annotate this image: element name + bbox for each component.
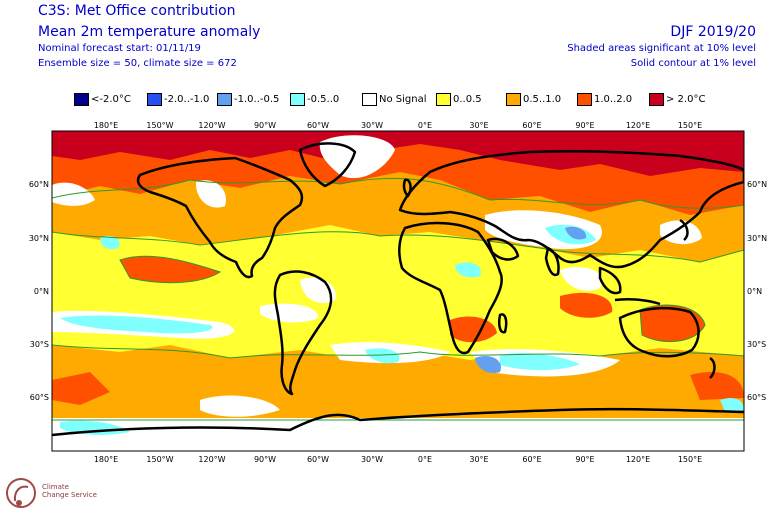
- season-period-label: DJF 2019/20: [670, 24, 756, 40]
- lon-label: 120°W: [198, 455, 225, 464]
- legend-label: No Signal: [379, 94, 427, 105]
- legend-item: -1.0..-0.5: [217, 92, 279, 107]
- legend-item: 0..0.5: [436, 92, 482, 107]
- climate-logo-icon: [6, 478, 36, 508]
- legend-label: -0.5..0: [307, 94, 340, 105]
- lat-label: 30°N: [29, 234, 49, 243]
- lon-label: 150°W: [146, 121, 173, 130]
- lon-label: 120°E: [626, 121, 650, 130]
- lat-label: 60°S: [30, 393, 49, 402]
- lat-label: 30°S: [30, 340, 49, 349]
- lat-label: 60°N: [747, 180, 767, 189]
- legend-swatch: [362, 93, 377, 106]
- legend-swatch: [436, 93, 451, 106]
- legend-label: 0.5..1.0: [523, 94, 562, 105]
- latitude-labels-left: 60°N 30°N 0°N 30°S 60°S: [29, 180, 49, 402]
- legend-item: 1.0..2.0: [577, 92, 632, 107]
- legend-label: 0..0.5: [453, 94, 482, 105]
- lon-label: 60°W: [307, 121, 329, 130]
- legend-item: 0.5..1.0: [506, 92, 561, 107]
- lat-label: 0°N: [34, 287, 49, 296]
- lon-label: 180°E: [94, 121, 118, 130]
- lat-label: 30°N: [747, 234, 767, 243]
- chart-subtitle: Mean 2m temperature anomaly: [38, 24, 261, 40]
- legend-swatch: [290, 93, 305, 106]
- lon-label: 90°E: [575, 121, 594, 130]
- lat-label: 30°S: [747, 340, 766, 349]
- copernicus-climate-logo: Climate Change Service: [4, 475, 114, 515]
- lon-label: 120°W: [198, 121, 225, 130]
- lon-label: 60°E: [522, 121, 541, 130]
- lon-label: 30°W: [361, 121, 383, 130]
- legend-item: No Signal: [362, 92, 427, 107]
- lat-label: 60°N: [29, 180, 49, 189]
- legend-swatch: [649, 93, 664, 106]
- lon-label: 90°W: [254, 121, 276, 130]
- lon-label: 30°E: [469, 121, 488, 130]
- legend-item: -2.0..-1.0: [147, 92, 209, 107]
- legend-item: > 2.0°C: [649, 92, 705, 107]
- lon-label: 90°W: [254, 455, 276, 464]
- map-frame: [51, 130, 745, 452]
- lon-label: 180°E: [94, 455, 118, 464]
- chart-title: C3S: Met Office contribution: [38, 3, 236, 19]
- latitude-labels-right: 60°N 30°N 0°N 30°S 60°S: [747, 180, 767, 402]
- lon-label: 30°E: [469, 455, 488, 464]
- lon-label: 60°E: [522, 455, 541, 464]
- legend-label: -2.0..-1.0: [164, 94, 210, 105]
- legend-swatch: [506, 93, 521, 106]
- lat-label: 60°S: [747, 393, 766, 402]
- legend-swatch: [217, 93, 232, 106]
- lon-label: 150°E: [678, 121, 702, 130]
- lon-label: 0°E: [418, 455, 432, 464]
- lon-label: 120°E: [626, 455, 650, 464]
- legend-label: -1.0..-0.5: [234, 94, 280, 105]
- lon-label: 150°W: [146, 455, 173, 464]
- longitude-labels-bottom: 180°E 150°W 120°W 90°W 60°W 30°W 0°E 30°…: [94, 455, 702, 464]
- lon-label: 30°W: [361, 455, 383, 464]
- significance-contour-note: Solid contour at 1% level: [630, 58, 756, 69]
- significance-contours: [52, 177, 744, 421]
- legend-item: <-2.0°C: [74, 92, 131, 107]
- lon-label: 0°E: [418, 121, 432, 130]
- legend-label: > 2.0°C: [666, 94, 706, 105]
- longitude-labels-top: 180°E 150°W 120°W 90°W 60°W 30°W 0°E 30°…: [94, 121, 702, 130]
- legend-label: 1.0..2.0: [594, 94, 633, 105]
- logo-text: Climate: [42, 483, 69, 491]
- legend-item: -0.5..0: [290, 92, 339, 107]
- ensemble-size-label: Ensemble size = 50, climate size = 672: [38, 58, 237, 69]
- legend-swatch: [577, 93, 592, 106]
- legend-label: <-2.0°C: [91, 94, 131, 105]
- logo-text: Change Service: [42, 491, 97, 499]
- lon-label: 90°E: [575, 455, 594, 464]
- lon-label: 60°W: [307, 455, 329, 464]
- legend-swatch: [147, 93, 162, 106]
- lat-label: 0°N: [747, 287, 762, 296]
- map-field: [52, 131, 744, 451]
- forecast-start-label: Nominal forecast start: 01/11/19: [38, 43, 201, 54]
- significance-shaded-note: Shaded areas significant at 10% level: [567, 43, 756, 54]
- lon-label: 150°E: [678, 455, 702, 464]
- legend-swatch: [74, 93, 89, 106]
- coastlines: [52, 142, 744, 437]
